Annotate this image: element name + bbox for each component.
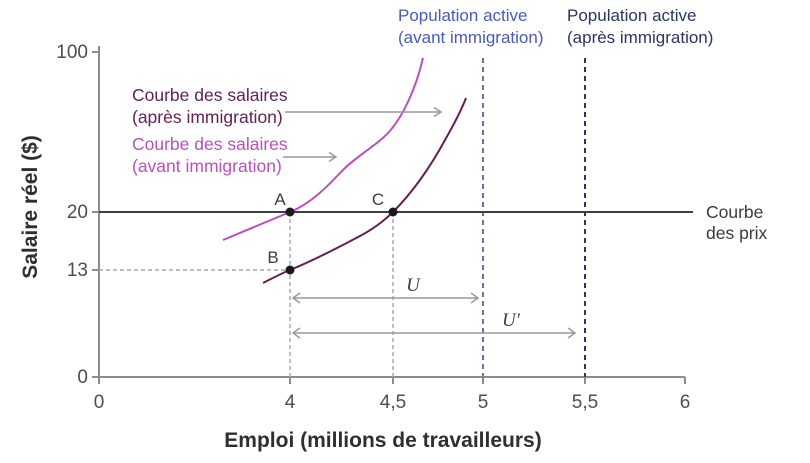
y-axis-title: Salaire réel ($) (19, 135, 42, 279)
point-b-dot (285, 265, 295, 275)
labour-force-after-label: Population active (après immigration) (567, 6, 713, 47)
arrowhead-icon (433, 106, 443, 118)
x-axis-ticks (98, 377, 686, 384)
y-tick-labels: 100 20 13 0 (56, 42, 88, 388)
wage-before-label-line2: (avant immigration) (132, 156, 282, 176)
pop-before-label-line1: Population active (398, 6, 527, 25)
x-tick-6: 6 (680, 392, 691, 413)
y-tick-13: 13 (67, 260, 88, 281)
u-label: U (406, 275, 421, 296)
price-label-line2: des prix (706, 223, 768, 243)
point-b-label: B (267, 248, 278, 267)
point-c-label: C (372, 190, 384, 209)
point-a-label: A (274, 190, 286, 209)
wage-curve-after (262, 97, 467, 284)
x-tick-4-5: 4,5 (380, 392, 406, 413)
arrowhead-icon (291, 327, 301, 339)
label-arrows (283, 106, 443, 163)
unemployment-span-u-prime (291, 327, 577, 339)
arrowhead-icon (328, 151, 338, 163)
wage-curve-before (222, 57, 424, 241)
x-tick-5: 5 (478, 392, 489, 413)
arrowhead-icon (470, 292, 480, 304)
y-tick-20: 20 (67, 202, 88, 223)
y-axis-ticks (92, 51, 99, 378)
price-curve-label: Courbe des prix (706, 202, 768, 243)
x-tick-labels: 0 4 4,5 5 5,5 6 (94, 392, 691, 413)
arrowhead-icon (291, 292, 301, 304)
pop-after-label-line1: Population active (567, 6, 696, 25)
x-tick-4: 4 (285, 392, 296, 413)
point-a-dot (285, 207, 295, 217)
wage-after-label-line2: (après immigration) (132, 107, 283, 127)
pop-after-label-line2: (après immigration) (567, 28, 713, 47)
x-axis-title: Emploi (millions de travailleurs) (224, 429, 541, 452)
u-prime-label: U′ (502, 310, 521, 331)
x-tick-5-5: 5,5 (572, 392, 598, 413)
arrowhead-icon (567, 327, 577, 339)
y-tick-100: 100 (56, 42, 88, 63)
labour-force-before-label: Population active (avant immigration) (398, 6, 544, 47)
guide-lines (99, 212, 394, 377)
equilibrium-points: A B C (267, 190, 398, 275)
wage-after-label-line1: Courbe des salaires (132, 85, 288, 105)
point-c-dot (388, 207, 398, 217)
wage-before-label-line1: Courbe des salaires (132, 134, 288, 154)
wage-curve-after-label: Courbe des salaires (après immigration) (132, 85, 288, 127)
pop-before-label-line2: (avant immigration) (398, 28, 544, 47)
wage-curve-before-label: Courbe des salaires (avant immigration) (132, 134, 288, 176)
x-tick-0: 0 (94, 392, 105, 413)
price-label-line1: Courbe (706, 202, 763, 222)
y-tick-0: 0 (77, 367, 88, 388)
unemployment-span-u (291, 292, 480, 304)
